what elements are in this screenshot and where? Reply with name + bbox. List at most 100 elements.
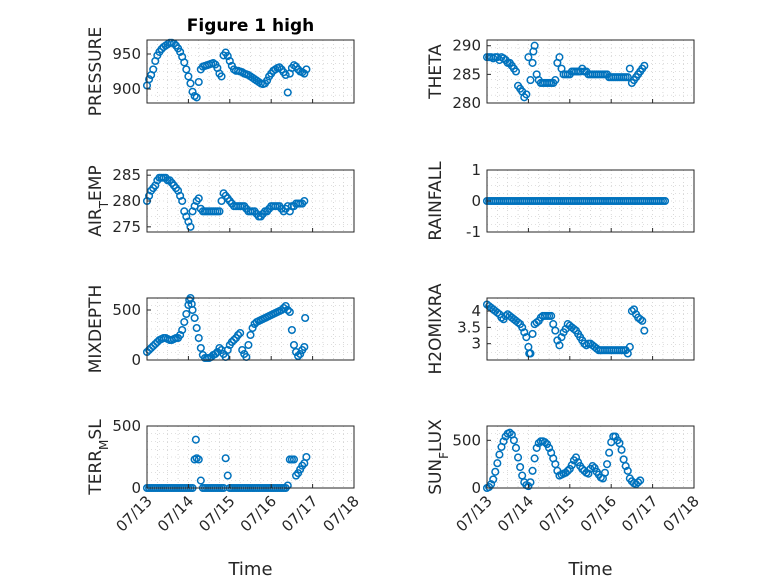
data-point [194, 77, 203, 87]
data-point [184, 72, 193, 81]
x-axis-label: Time [567, 559, 612, 580]
data-point [186, 222, 195, 231]
data-point [491, 467, 500, 476]
data-point [499, 437, 508, 446]
data-point [287, 325, 296, 335]
data-point [493, 308, 502, 317]
x-tick-label: 07/15 [195, 492, 238, 535]
data-point [221, 454, 230, 463]
data-point [151, 339, 160, 349]
data-point [569, 324, 578, 334]
data-point [289, 340, 299, 350]
data-point [225, 56, 234, 66]
data-point [300, 342, 309, 352]
data-point [563, 466, 572, 475]
data-point [528, 329, 537, 338]
data-point [194, 194, 203, 203]
data-point [283, 481, 292, 490]
data-point [300, 69, 309, 78]
data-point [640, 61, 649, 70]
y-tick-label: 500 [112, 417, 141, 435]
data-point [302, 65, 311, 74]
y-tick-label: 280 [452, 94, 481, 112]
data-point [191, 435, 200, 444]
y-axis-label: PRESSURE [86, 27, 106, 116]
data-point [178, 325, 187, 335]
data-point [617, 445, 626, 454]
y-tick-label: 950 [112, 45, 141, 63]
data-point [528, 466, 537, 475]
data-point [516, 462, 525, 472]
data-point [497, 313, 506, 322]
data-point [634, 478, 643, 487]
data-point [302, 452, 311, 462]
data-point [526, 349, 535, 358]
data-point [147, 343, 156, 353]
data-point [557, 333, 566, 342]
data-point [499, 54, 508, 63]
data-point [176, 47, 185, 56]
y-tick-label: 285 [112, 166, 141, 184]
data-point [489, 475, 498, 484]
data-point [176, 330, 185, 340]
data-point [145, 345, 154, 355]
data-point [551, 326, 560, 335]
data-point [300, 196, 309, 206]
y-tick-label: 500 [452, 431, 481, 449]
data-point [192, 323, 201, 333]
data-point [600, 468, 610, 477]
data-point [487, 480, 496, 489]
data-point [518, 323, 527, 332]
y-tick-label: 280 [112, 192, 141, 210]
data-point [223, 52, 232, 61]
data-point [215, 343, 224, 353]
data-point [238, 345, 247, 355]
data-point [514, 453, 523, 462]
x-tick-label: 07/16 [577, 492, 620, 535]
data-point [180, 317, 189, 327]
y-tick-label: 0 [131, 351, 141, 369]
data-point [621, 462, 630, 471]
data-point [296, 349, 305, 359]
data-point [180, 58, 189, 67]
data-point [493, 459, 502, 468]
data-point [623, 73, 632, 82]
data-point [186, 79, 195, 88]
data-point [188, 305, 197, 315]
data-point [275, 63, 284, 72]
data-point [145, 75, 154, 84]
data-point [227, 337, 236, 347]
y-tick-label: 900 [112, 80, 141, 98]
data-point [509, 436, 518, 445]
y-tick-label: 3 [471, 335, 481, 353]
data-point [547, 311, 556, 320]
data-point [236, 328, 245, 338]
data-point [196, 476, 205, 485]
data-point [605, 448, 614, 457]
data-point [567, 461, 576, 470]
axes-frame-0 [146, 39, 355, 104]
data-point [229, 335, 238, 345]
data-point [149, 65, 158, 74]
y-axis-label: MIXDEPTH [86, 285, 106, 374]
data-point [294, 351, 303, 361]
x-tick-label: 07/13 [453, 492, 496, 535]
y-tick-label: 4 [471, 302, 481, 320]
data-point [530, 41, 539, 50]
data-point [285, 307, 294, 317]
data-point [196, 343, 205, 353]
data-point [636, 315, 645, 324]
y-tick-label: 500 [112, 301, 141, 319]
data-point [215, 207, 224, 216]
data-point [625, 342, 634, 351]
axes-frame-4 [146, 297, 355, 361]
data-point [281, 70, 290, 80]
data-point [528, 58, 537, 67]
data-point [182, 309, 191, 319]
axes-frame-1 [486, 39, 695, 104]
data-point [248, 323, 257, 333]
data-point [279, 303, 288, 313]
data-point [244, 340, 253, 350]
data-point [281, 301, 290, 311]
data-point [178, 196, 187, 206]
